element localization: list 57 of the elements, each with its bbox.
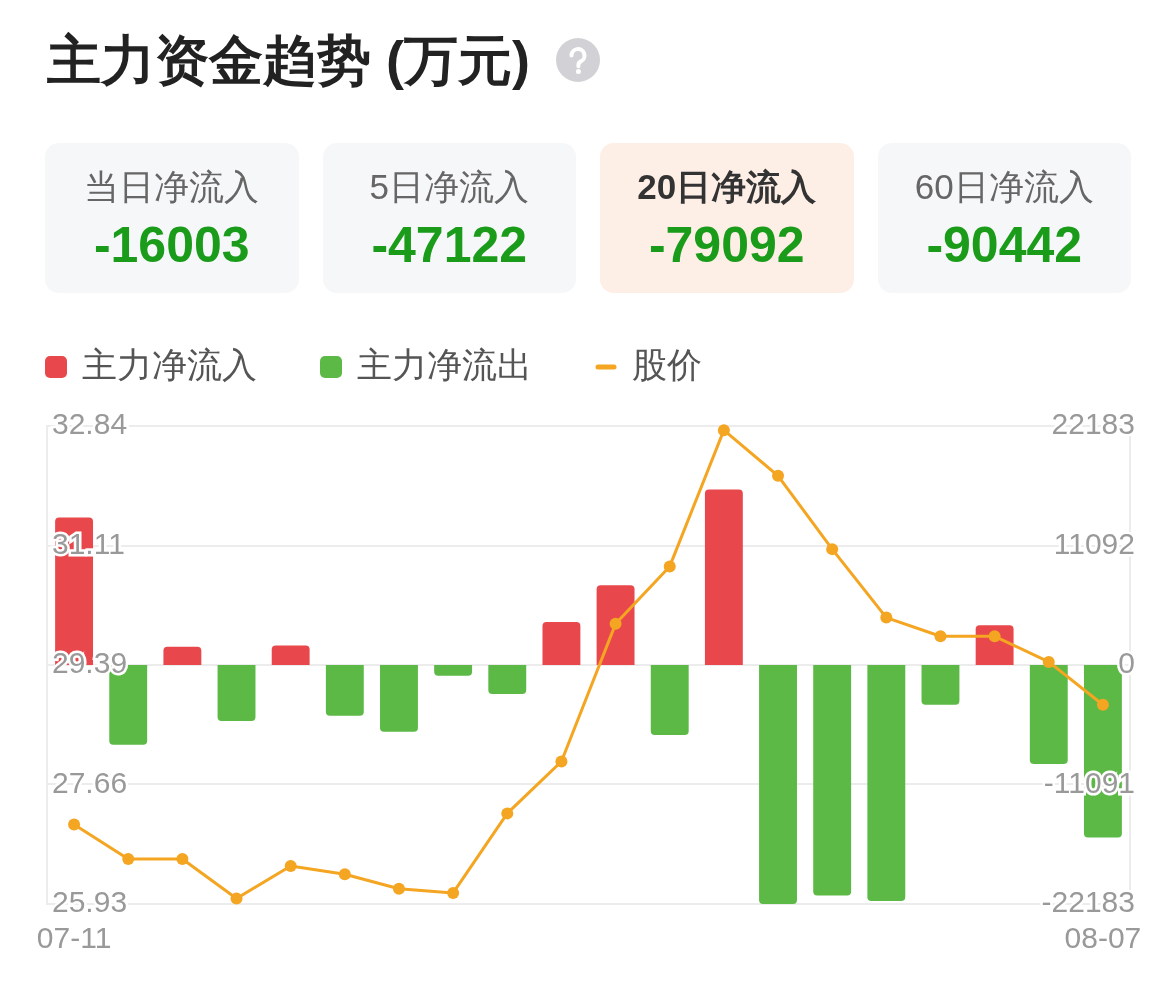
data-label: -16003 — [93, 216, 250, 274]
point — [1042, 655, 1055, 668]
bar — [163, 646, 202, 665]
legend-label: 主力净流入 — [82, 344, 257, 384]
point — [609, 617, 622, 630]
bar — [596, 585, 635, 665]
category-label: 20日净流入 — [637, 166, 817, 208]
point — [880, 611, 893, 624]
point — [176, 853, 189, 866]
bar — [813, 665, 852, 896]
bar — [921, 665, 960, 705]
text: 主力资金趋势 (万元) — [47, 29, 530, 92]
y-tick-label: 32.84 — [52, 407, 128, 441]
bar — [380, 665, 418, 732]
point — [122, 853, 135, 866]
bar — [488, 665, 527, 695]
y-tick-label: 25.93 — [52, 885, 128, 919]
bar — [217, 665, 256, 722]
point — [230, 892, 243, 905]
point — [717, 424, 730, 437]
legend-label: 股价 — [632, 344, 702, 384]
point — [501, 807, 514, 820]
bar — [271, 645, 310, 665]
point — [392, 882, 405, 895]
bar — [867, 665, 906, 901]
bar — [759, 665, 797, 904]
y-tick-label: 27.66 — [52, 765, 128, 799]
category-label: 5日净流入 — [369, 166, 529, 208]
y2-tick-label: 11092 — [1053, 526, 1135, 560]
point — [555, 755, 568, 768]
legend-label: 主力净流出 — [357, 344, 532, 384]
bar — [704, 489, 743, 665]
category-label: 当日净流入 — [84, 166, 260, 208]
y2-tick-label: -22183 — [1041, 885, 1135, 919]
point — [68, 818, 81, 831]
point — [338, 868, 351, 881]
data-label: -47122 — [371, 216, 528, 274]
data-label: -90442 — [926, 216, 1083, 274]
point — [1096, 698, 1109, 711]
x-tick-label: 07-11 — [36, 921, 112, 955]
bar — [1029, 665, 1068, 765]
data-label: -79092 — [648, 216, 805, 274]
point — [663, 560, 676, 573]
point — [284, 859, 297, 872]
y2-tick-label: 22183 — [1051, 407, 1135, 441]
point — [988, 630, 1001, 643]
bar — [434, 665, 473, 676]
bar — [650, 665, 689, 736]
x-tick-label: 08-07 — [1064, 921, 1142, 955]
bar — [325, 665, 364, 716]
point — [772, 469, 785, 482]
category-label: 60日净流入 — [914, 166, 1094, 208]
bar — [542, 621, 581, 665]
point — [826, 543, 839, 556]
point — [934, 630, 947, 643]
y2-tick-label: 0 — [1118, 646, 1135, 680]
point — [447, 886, 460, 899]
